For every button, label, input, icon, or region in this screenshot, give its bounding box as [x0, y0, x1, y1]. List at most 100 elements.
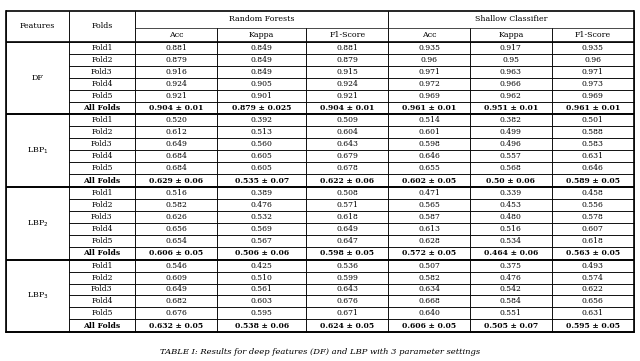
Text: F1-Score: F1-Score: [575, 31, 611, 39]
Text: 0.656: 0.656: [582, 297, 604, 305]
Text: 0.917: 0.917: [500, 44, 522, 52]
Text: 0.588: 0.588: [582, 129, 604, 136]
Text: 0.629 ± 0.06: 0.629 ± 0.06: [149, 177, 203, 184]
Text: 0.508: 0.508: [337, 189, 358, 197]
Text: 0.879 ± 0.025: 0.879 ± 0.025: [232, 104, 291, 112]
Text: 0.881: 0.881: [337, 44, 358, 52]
Text: All Folds: All Folds: [83, 177, 120, 184]
Text: LBP$_2$: LBP$_2$: [27, 218, 48, 229]
Text: 0.551: 0.551: [500, 309, 522, 317]
Text: Fold3: Fold3: [91, 140, 113, 148]
Text: 0.563 ± 0.05: 0.563 ± 0.05: [566, 249, 620, 257]
Text: 0.969: 0.969: [582, 92, 604, 100]
Text: 0.682: 0.682: [165, 297, 187, 305]
Text: 0.962: 0.962: [500, 92, 522, 100]
Text: 0.654: 0.654: [165, 237, 187, 245]
Text: 0.471: 0.471: [418, 189, 440, 197]
Text: 0.849: 0.849: [251, 56, 273, 64]
Text: 0.574: 0.574: [582, 274, 604, 282]
Text: Random Forests: Random Forests: [229, 15, 294, 23]
Text: 0.501: 0.501: [582, 116, 604, 125]
Text: 0.924: 0.924: [337, 80, 358, 88]
Text: 0.425: 0.425: [251, 261, 273, 270]
Text: 0.668: 0.668: [418, 297, 440, 305]
Text: 0.649: 0.649: [337, 225, 358, 233]
Text: 0.560: 0.560: [251, 140, 273, 148]
Text: Fold4: Fold4: [91, 297, 113, 305]
Text: 0.382: 0.382: [500, 116, 522, 125]
Text: 0.509: 0.509: [337, 116, 358, 125]
Text: 0.506 ± 0.06: 0.506 ± 0.06: [235, 249, 289, 257]
Text: 0.607: 0.607: [582, 225, 604, 233]
Text: Acc: Acc: [422, 31, 436, 39]
Text: 0.546: 0.546: [165, 261, 187, 270]
Text: Fold1: Fold1: [91, 44, 113, 52]
Text: 0.567: 0.567: [251, 237, 273, 245]
Text: 0.602 ± 0.05: 0.602 ± 0.05: [402, 177, 456, 184]
Text: 0.458: 0.458: [582, 189, 604, 197]
Text: 0.916: 0.916: [165, 68, 187, 76]
Text: 0.631: 0.631: [582, 152, 604, 160]
Text: 0.624 ± 0.05: 0.624 ± 0.05: [320, 322, 374, 330]
Text: 0.514: 0.514: [418, 116, 440, 125]
Text: 0.587: 0.587: [418, 213, 440, 221]
Text: 0.499: 0.499: [500, 129, 522, 136]
Text: 0.96: 0.96: [420, 56, 438, 64]
Text: 0.849: 0.849: [251, 44, 273, 52]
Text: 0.589 ± 0.05: 0.589 ± 0.05: [566, 177, 620, 184]
Text: 0.516: 0.516: [500, 225, 522, 233]
Text: 0.569: 0.569: [251, 225, 273, 233]
Text: 0.969: 0.969: [418, 92, 440, 100]
Text: 0.966: 0.966: [500, 80, 522, 88]
Text: 0.879: 0.879: [337, 56, 358, 64]
Text: 0.963: 0.963: [500, 68, 522, 76]
Text: Fold5: Fold5: [91, 237, 113, 245]
Text: 0.609: 0.609: [165, 274, 187, 282]
Text: 0.542: 0.542: [500, 286, 522, 293]
Text: Fold3: Fold3: [91, 213, 113, 221]
Text: 0.901: 0.901: [251, 92, 273, 100]
Text: 0.656: 0.656: [165, 225, 187, 233]
Text: 0.679: 0.679: [337, 152, 358, 160]
Text: 0.684: 0.684: [165, 152, 187, 160]
Text: 0.578: 0.578: [582, 213, 604, 221]
Text: 0.921: 0.921: [337, 92, 358, 100]
Text: 0.507: 0.507: [418, 261, 440, 270]
Text: 0.618: 0.618: [337, 213, 358, 221]
Text: F1-Score: F1-Score: [329, 31, 365, 39]
Text: 0.879: 0.879: [165, 56, 187, 64]
Text: 0.971: 0.971: [418, 68, 440, 76]
Text: 0.516: 0.516: [165, 189, 187, 197]
Text: 0.598: 0.598: [418, 140, 440, 148]
Text: Fold5: Fold5: [91, 164, 113, 172]
Text: 0.649: 0.649: [165, 140, 187, 148]
Text: Fold5: Fold5: [91, 309, 113, 317]
Text: Fold1: Fold1: [91, 116, 113, 125]
Text: 0.881: 0.881: [165, 44, 187, 52]
Text: Fold4: Fold4: [91, 80, 113, 88]
Text: 0.647: 0.647: [337, 237, 358, 245]
Text: 0.643: 0.643: [336, 140, 358, 148]
Text: 0.476: 0.476: [251, 201, 273, 209]
Text: 0.626: 0.626: [165, 213, 187, 221]
Text: 0.622: 0.622: [582, 286, 604, 293]
Text: 0.536: 0.536: [336, 261, 358, 270]
Text: Fold4: Fold4: [91, 152, 113, 160]
Text: 0.606 ± 0.05: 0.606 ± 0.05: [402, 322, 456, 330]
Text: 0.520: 0.520: [165, 116, 187, 125]
Text: 0.538 ± 0.06: 0.538 ± 0.06: [235, 322, 289, 330]
Text: 0.961 ± 0.01: 0.961 ± 0.01: [566, 104, 620, 112]
Text: Fold3: Fold3: [91, 68, 113, 76]
Text: 0.646: 0.646: [418, 152, 440, 160]
Text: 0.583: 0.583: [582, 140, 604, 148]
Text: 0.684: 0.684: [165, 164, 187, 172]
Text: 0.671: 0.671: [337, 309, 358, 317]
Text: 0.389: 0.389: [251, 189, 273, 197]
Text: 0.582: 0.582: [165, 201, 187, 209]
Text: TABLE I: Results for deep features (DF) and LBP with 3 parameter settings: TABLE I: Results for deep features (DF) …: [160, 348, 480, 356]
Text: 0.534: 0.534: [500, 237, 522, 245]
Text: Fold2: Fold2: [91, 56, 113, 64]
Text: Acc: Acc: [169, 31, 183, 39]
Text: 0.678: 0.678: [337, 164, 358, 172]
Text: 0.603: 0.603: [251, 297, 273, 305]
